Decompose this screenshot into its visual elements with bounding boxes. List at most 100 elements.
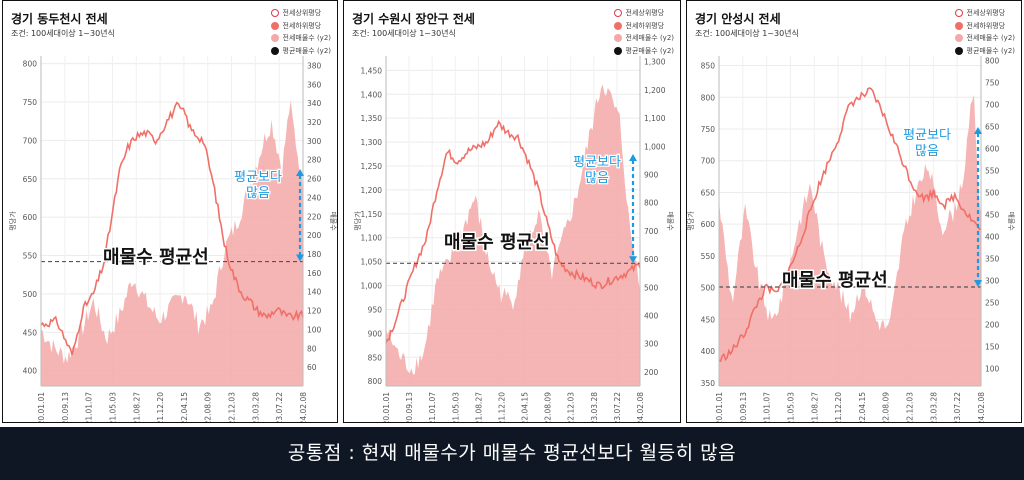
chart-legend: 전세상위평당 전세하위평당 전세매물수 (y2) 평균매물수 (y2) bbox=[613, 7, 674, 58]
legend-label: 전세매물수 (y2) bbox=[966, 34, 1015, 42]
y-right-tick-label: 450 bbox=[985, 210, 1000, 219]
x-tick-label: 20.01.01 bbox=[382, 392, 391, 423]
legend-dot-icon bbox=[613, 21, 622, 30]
chart-plot: 350 400 450 500 550 600 650 700 750 800 850 100 150 2… bbox=[687, 56, 1015, 423]
legend-item: 전세하위평당 bbox=[270, 20, 331, 33]
chart-title: 경기 수원시 장안구 전세 bbox=[352, 12, 475, 26]
arrow-head-up bbox=[974, 127, 982, 134]
y-right-tick-label: 380 bbox=[307, 61, 322, 70]
y-right-tick-label: 60 bbox=[307, 363, 317, 372]
x-tick-label: 23.03.28 bbox=[590, 392, 599, 423]
y-left-tick-label: 350 bbox=[701, 379, 716, 388]
y-left-tick-label: 1,150 bbox=[361, 210, 383, 219]
x-tick-label: 23.07.22 bbox=[953, 392, 962, 423]
legend-label: 전세매물수 (y2) bbox=[625, 34, 674, 42]
y-right-tick-label: 100 bbox=[307, 325, 322, 334]
y-left-tick-label: 800 bbox=[368, 377, 383, 386]
chart-subtitle: 조건: 100세대이상 1~30년식 bbox=[695, 29, 799, 38]
legend-dot-icon bbox=[954, 46, 963, 55]
y-right-tick-label: 1,000 bbox=[644, 142, 666, 151]
y-left-tick-label: 1,400 bbox=[361, 90, 383, 99]
chart-panel-suwon-jangan: 경기 수원시 장안구 전세 조건: 100세대이상 1~30년식 전세상위평당 … bbox=[343, 0, 681, 423]
y-right-tick-label: 1,300 bbox=[644, 58, 666, 67]
y-right-tick-label: 260 bbox=[307, 175, 322, 184]
y-left-tick-label: 700 bbox=[23, 136, 38, 145]
legend-label: 평균매물수 (y2) bbox=[282, 46, 331, 55]
y-right-tick-label: 300 bbox=[307, 137, 322, 146]
y-right-tick-label: 120 bbox=[307, 307, 322, 316]
x-tick-label: 21.12.20 bbox=[156, 392, 165, 423]
y-right-tick-label: 140 bbox=[307, 288, 322, 297]
y-right-tick-label: 340 bbox=[307, 99, 322, 108]
y-left-tick-label: 1,250 bbox=[361, 162, 383, 171]
x-tick-label: 21.01.07 bbox=[763, 392, 772, 423]
x-tick-label: 23.07.22 bbox=[275, 392, 284, 423]
annotation-line: 평균보다 bbox=[573, 155, 621, 170]
avg-line-annotation: 매물수 평균선 bbox=[782, 270, 888, 291]
arrow-head-down bbox=[296, 254, 304, 262]
y-left-tick-label: 1,200 bbox=[361, 186, 383, 195]
more-than-average-annotation: 평균보다 많음 bbox=[573, 155, 621, 186]
chart-legend: 전세상위평당 전세하위평당 전세매물수 (y2) 평균매물수 (y2) bbox=[954, 7, 1015, 57]
y-right-tick-label: 500 bbox=[985, 188, 1000, 197]
y-right-tick-label: 1,100 bbox=[644, 114, 666, 123]
legend-item: 전세상위평당 bbox=[954, 7, 1015, 20]
y-left-tick-label: 850 bbox=[701, 62, 716, 71]
x-tick-label: 24.02.08 bbox=[299, 392, 308, 423]
legend-dot-icon bbox=[270, 46, 279, 55]
x-tick-label: 22.12.03 bbox=[228, 392, 237, 423]
y-left-tick-label: 800 bbox=[23, 60, 38, 69]
chart-panel-anseong: 경기 안성시 전세 조건: 100세대이상 1~30년식 전세상위평당 전세하위… bbox=[686, 0, 1022, 423]
y-left-tick-label: 650 bbox=[701, 188, 716, 197]
more-than-average-annotation: 평균보다 많음 bbox=[903, 128, 951, 159]
legend-ring-icon bbox=[954, 9, 963, 18]
y-left-tick-label: 500 bbox=[701, 284, 716, 293]
legend-item: 평균매물수 (y2) bbox=[613, 45, 674, 58]
x-tick-label: 21.01.07 bbox=[85, 392, 94, 423]
y-right-tick-label: 600 bbox=[985, 144, 1000, 153]
y-right-tick-label: 160 bbox=[307, 269, 322, 278]
x-tick-label: 23.03.28 bbox=[251, 392, 260, 423]
y-right-tick-label: 220 bbox=[307, 212, 322, 221]
listing-count-area bbox=[41, 100, 303, 387]
chart-subtitle: 조건: 100세대이상 1~30년식 bbox=[352, 29, 456, 38]
y-left-tick-label: 1,300 bbox=[361, 138, 383, 147]
y-right-tick-label: 350 bbox=[985, 254, 1000, 263]
legend-label: 전세하위평당 bbox=[966, 21, 1006, 30]
y-right-axis-title: 매물수 bbox=[666, 211, 674, 231]
x-tick-label: 24.02.08 bbox=[977, 392, 986, 423]
y-right-tick-label: 600 bbox=[644, 255, 659, 264]
x-tick-label: 21.01.07 bbox=[428, 392, 437, 423]
y-left-tick-label: 450 bbox=[23, 328, 38, 337]
x-tick-label: 22.08.09 bbox=[204, 392, 213, 423]
x-tick-label: 21.08.27 bbox=[132, 392, 141, 423]
chart-title: 경기 동두천시 전세 bbox=[11, 12, 108, 26]
y-right-axis-title: 매물수 bbox=[329, 211, 337, 231]
y-right-tick-label: 200 bbox=[985, 320, 1000, 329]
x-tick-label: 20.01.01 bbox=[37, 392, 46, 423]
legend-ring-icon bbox=[613, 9, 622, 18]
y-left-tick-label: 450 bbox=[701, 315, 716, 324]
x-tick-label: 23.03.28 bbox=[929, 392, 938, 423]
chart-plot: 400 450 500 550 600 650 700 750 800 60 80 100 120 140… bbox=[8, 56, 337, 423]
y-left-tick-label: 500 bbox=[23, 290, 38, 299]
x-tick-label: 21.08.27 bbox=[474, 392, 483, 423]
y-right-tick-label: 320 bbox=[307, 118, 322, 127]
legend-label: 평균매물수 (y2) bbox=[966, 46, 1015, 55]
x-tick-label: 22.12.03 bbox=[906, 392, 915, 423]
price-line bbox=[718, 87, 982, 363]
x-tick-label: 20.09.13 bbox=[61, 392, 70, 423]
arrow-head-down bbox=[974, 280, 982, 287]
double-arrow-icon bbox=[296, 169, 304, 262]
y-right-tick-label: 200 bbox=[644, 368, 659, 377]
y-right-tick-label: 180 bbox=[307, 250, 322, 259]
price-line bbox=[385, 119, 641, 344]
y-right-tick-label: 500 bbox=[644, 283, 659, 292]
legend-dot-icon bbox=[613, 46, 622, 55]
y-right-tick-label: 360 bbox=[307, 80, 322, 89]
legend-label: 평균매물수 (y2) bbox=[625, 46, 674, 55]
y-right-tick-label: 800 bbox=[985, 56, 1000, 65]
price-line bbox=[40, 101, 304, 356]
legend-dot-icon bbox=[954, 34, 963, 43]
avg-line-annotation: 매물수 평균선 bbox=[103, 247, 209, 268]
